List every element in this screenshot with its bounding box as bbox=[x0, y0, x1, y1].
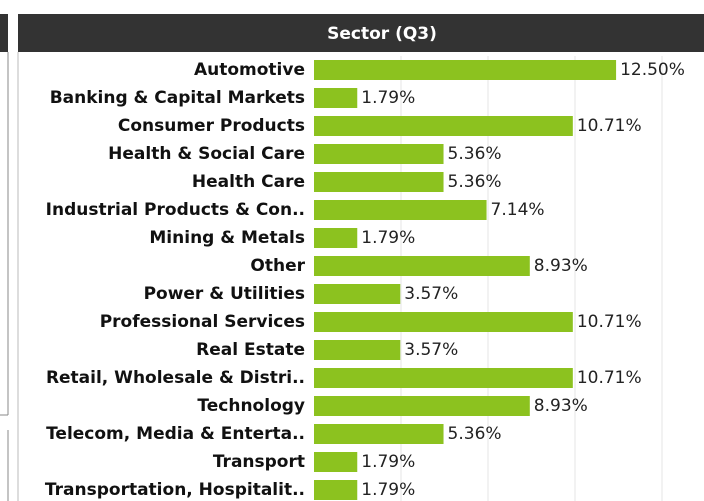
category-label: Industrial Products & Con.. bbox=[46, 200, 305, 220]
bar bbox=[314, 116, 573, 136]
bar bbox=[314, 368, 573, 388]
category-label: Technology bbox=[197, 396, 305, 416]
category-label: Transportation, Hospitalit.. bbox=[45, 480, 305, 500]
value-label: 5.36% bbox=[448, 424, 502, 444]
value-label: 5.36% bbox=[448, 172, 502, 192]
category-label: Health & Social Care bbox=[108, 144, 305, 164]
value-label: 1.79% bbox=[361, 88, 415, 108]
value-label: 10.71% bbox=[577, 312, 642, 332]
value-label: 3.57% bbox=[404, 340, 458, 360]
value-label: 8.93% bbox=[534, 396, 588, 416]
category-label: Telecom, Media & Enterta.. bbox=[46, 424, 305, 444]
bar bbox=[314, 424, 444, 444]
bar bbox=[314, 452, 358, 472]
category-label: Banking & Capital Markets bbox=[50, 88, 305, 108]
value-label: 1.79% bbox=[361, 480, 415, 500]
value-label: 10.71% bbox=[577, 116, 642, 136]
category-label: Real Estate bbox=[196, 340, 305, 360]
category-label: Consumer Products bbox=[118, 116, 305, 136]
chart-title: Sector (Q3) bbox=[327, 24, 437, 44]
category-label: Transport bbox=[213, 452, 305, 472]
value-label: 8.93% bbox=[534, 256, 588, 276]
category-label: Mining & Metals bbox=[149, 228, 305, 248]
value-label: 3.57% bbox=[404, 284, 458, 304]
bar bbox=[314, 88, 358, 108]
bar bbox=[314, 172, 444, 192]
category-label: Power & Utilities bbox=[144, 284, 305, 304]
value-label: 7.14% bbox=[491, 200, 545, 220]
category-label: Professional Services bbox=[100, 312, 305, 332]
category-label: Retail, Wholesale & Distri.. bbox=[46, 368, 305, 388]
value-label: 1.79% bbox=[361, 452, 415, 472]
bar bbox=[314, 284, 401, 304]
bar bbox=[314, 396, 530, 416]
side-panel-header bbox=[0, 14, 8, 52]
bar bbox=[314, 200, 487, 220]
bar bbox=[314, 60, 617, 80]
value-label: 5.36% bbox=[448, 144, 502, 164]
value-label: 12.50% bbox=[620, 60, 685, 80]
bar bbox=[314, 256, 530, 276]
bar bbox=[314, 228, 358, 248]
bar bbox=[314, 144, 444, 164]
bar bbox=[314, 340, 401, 360]
bar bbox=[314, 480, 358, 500]
category-label: Other bbox=[250, 256, 305, 276]
header-bar bbox=[18, 14, 704, 52]
value-label: 10.71% bbox=[577, 368, 642, 388]
bar bbox=[314, 312, 573, 332]
value-label: 1.79% bbox=[361, 228, 415, 248]
category-label: Health Care bbox=[192, 172, 305, 192]
category-label: Automotive bbox=[194, 60, 305, 80]
